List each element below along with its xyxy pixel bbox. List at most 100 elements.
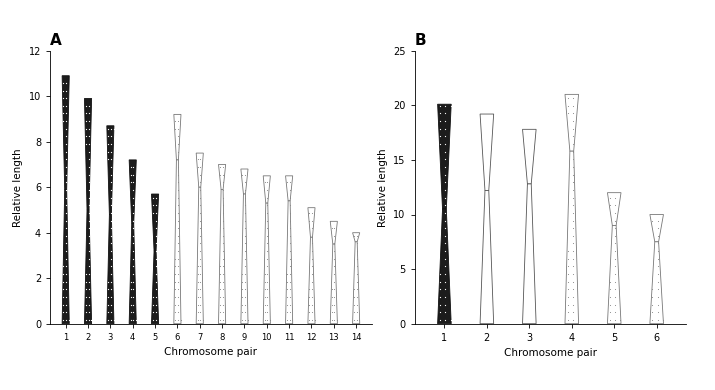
Point: [169, 294, 181, 300]
Point: [61, 248, 72, 254]
Point: [172, 317, 184, 323]
Point: [652, 271, 664, 277]
Point: [150, 210, 162, 216]
Point: [83, 317, 94, 323]
Point: [125, 164, 137, 170]
Point: [172, 187, 184, 193]
Polygon shape: [62, 76, 69, 190]
Point: [240, 210, 251, 216]
Point: [61, 225, 72, 231]
Point: [652, 294, 664, 300]
Point: [127, 240, 139, 246]
Point: [240, 278, 251, 285]
Point: [657, 317, 669, 323]
Point: [348, 309, 360, 316]
Point: [150, 248, 162, 254]
Point: [172, 133, 184, 140]
Point: [192, 156, 203, 163]
Point: [287, 317, 298, 323]
Point: [284, 179, 295, 185]
Point: [172, 248, 184, 254]
Point: [105, 210, 117, 216]
Point: [562, 248, 573, 254]
Point: [440, 271, 451, 277]
Point: [58, 271, 69, 277]
Point: [83, 240, 94, 246]
Point: [567, 225, 578, 231]
Polygon shape: [174, 160, 181, 324]
Point: [262, 210, 273, 216]
Point: [194, 286, 206, 292]
Point: [567, 110, 578, 117]
Point: [61, 202, 72, 208]
Point: [105, 149, 117, 155]
Point: [445, 103, 456, 109]
Point: [348, 301, 360, 308]
Point: [259, 301, 270, 308]
Point: [127, 278, 139, 285]
Point: [284, 278, 295, 285]
Point: [567, 126, 578, 132]
Point: [102, 278, 114, 285]
Point: [281, 317, 292, 323]
Point: [609, 286, 621, 292]
Point: [652, 286, 664, 292]
Point: [647, 317, 659, 323]
Polygon shape: [480, 190, 493, 324]
Point: [440, 248, 451, 254]
Point: [105, 301, 117, 308]
Polygon shape: [608, 193, 621, 225]
Point: [281, 179, 292, 185]
Point: [240, 309, 251, 316]
Point: [58, 118, 69, 124]
Point: [127, 225, 139, 231]
Polygon shape: [330, 244, 337, 324]
Point: [348, 233, 360, 239]
Point: [306, 263, 317, 269]
Point: [237, 278, 248, 285]
Point: [83, 271, 94, 277]
Point: [58, 80, 69, 86]
Point: [440, 225, 451, 231]
Point: [240, 187, 251, 193]
Point: [435, 317, 446, 323]
Point: [58, 263, 69, 269]
Point: [240, 294, 251, 300]
Point: [304, 317, 315, 323]
Point: [192, 286, 203, 292]
Point: [83, 133, 94, 140]
Point: [127, 164, 139, 170]
Point: [127, 309, 139, 316]
Point: [567, 149, 578, 155]
Point: [262, 202, 273, 208]
Point: [567, 164, 578, 170]
Point: [194, 233, 206, 239]
Point: [604, 317, 616, 323]
Polygon shape: [565, 94, 578, 151]
Point: [102, 294, 114, 300]
Polygon shape: [241, 169, 248, 194]
Point: [192, 263, 203, 269]
Point: [240, 195, 251, 201]
Point: [61, 133, 72, 140]
Polygon shape: [308, 237, 315, 324]
Point: [259, 309, 270, 316]
Point: [150, 195, 162, 201]
Point: [217, 317, 228, 323]
Point: [567, 103, 578, 109]
Point: [609, 202, 621, 208]
Legend: m, sm, st: m, sm, st: [473, 389, 628, 390]
Point: [562, 294, 573, 300]
Point: [329, 278, 340, 285]
Point: [125, 172, 137, 178]
Point: [348, 317, 360, 323]
Point: [61, 240, 72, 246]
Point: [150, 233, 162, 239]
Point: [105, 164, 117, 170]
Point: [604, 294, 616, 300]
Polygon shape: [285, 176, 292, 201]
Point: [127, 286, 139, 292]
Point: [127, 202, 139, 208]
Point: [192, 164, 203, 170]
Point: [329, 263, 340, 269]
